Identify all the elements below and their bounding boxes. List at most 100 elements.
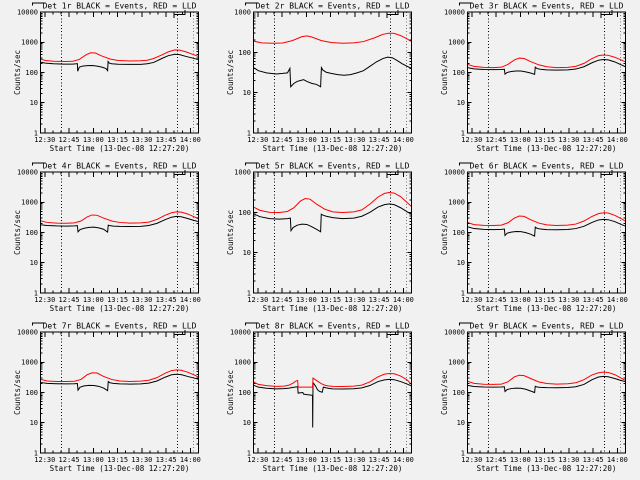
x-tick-label: 13:00 [509,456,530,464]
x-tick-label: 12:30 [248,136,269,144]
y-tick-label: 10 [456,419,464,427]
y-tick-label: 10 [30,99,38,107]
y-tick-label: 1 [247,449,251,457]
y-axis-label: Counts/sec [226,50,235,95]
x-tick-label: 13:00 [296,456,317,464]
x-tick-label: 13:30 [131,296,152,304]
x-tick-label: 12:30 [461,456,482,464]
x-tick-label: 12:30 [34,296,55,304]
x-tick-label: 12:30 [461,296,482,304]
panel-det-9r: 1 10 100 1000 10000 12:30 12:45 13:00 13:15 13:30… [427,320,640,480]
interval-marker-right [386,170,399,179]
x-tick-label: 12:45 [272,136,293,144]
y-tick-label: 10 [456,99,464,107]
series-lld-line [253,372,413,388]
x-tick-label: 12:45 [485,296,506,304]
y-axis-label: Counts/sec [226,370,235,415]
x-tick-label: 13:45 [582,136,603,144]
x-tick-label: 13:30 [131,456,152,464]
plot-title: Det 9r BLACK = Events, RED = LLD [469,322,623,331]
x-tick-label: 12:45 [59,136,80,144]
plot-title: Det 4r BLACK = Events, RED = LLD [43,162,197,171]
y-tick-label: 10 [243,419,251,427]
plot-det-6r: 1 10 100 1000 10000 12:30 12:45 13:00 13:15 13:30… [440,162,628,313]
x-tick-label: 12:45 [272,296,293,304]
panel-det-6r: 1 10 100 1000 10000 12:30 12:45 13:00 13:15 13:30… [427,160,640,320]
y-tick-label: 100 [25,229,38,237]
plot-title: Det 1r BLACK = Events, RED = LLD [43,2,197,11]
x-tick-label: 13:30 [558,456,579,464]
x-tick-label: 13:30 [131,136,152,144]
x-tick-label: 13:15 [320,456,341,464]
y-axis-label: Counts/sec [440,210,449,255]
x-tick-label: 12:30 [461,136,482,144]
plot-det-1r: 1 10 100 1000 10000 12:30 12:45 13:00 13:15 13:30… [13,2,201,153]
x-tick-label: 13:15 [107,136,128,144]
y-tick-label: 1 [460,449,464,457]
interval-marker-right [173,10,186,19]
plot-det-5r: 1 10 100 1000 12:30 12:45 13:00 13:15 13:30 13:45… [226,162,414,313]
x-tick-label: 13:30 [558,136,579,144]
series-lld-line [467,54,626,69]
x-tick-label: 14:00 [393,296,414,304]
y-tick-label: 1000 [234,359,251,367]
x-tick-label: 13:15 [534,296,555,304]
series-lld-line [466,212,626,227]
interval-marker-left [458,2,473,6]
plot-frame [253,11,413,134]
y-tick-label: 100 [452,389,465,397]
plot-frame [253,331,413,454]
interval-marker-left [31,162,46,166]
panel-det-1r: 1 10 100 1000 10000 12:30 12:45 13:00 13:15 13:30… [0,0,213,160]
series-events-line [40,53,199,73]
plot-title: Det 7r BLACK = Events, RED = LLD [43,322,197,331]
interval-marker-left [245,162,259,166]
plot-det-2r: 1 10 100 1000 12:30 12:45 13:00 13:15 13:30 13:45… [226,2,414,153]
x-axis-label: Start Time (13-Dec-08 12:27:20) [263,304,403,313]
x-axis-label: Start Time (13-Dec-08 12:27:20) [50,304,190,313]
y-tick-label: 10 [243,89,251,97]
interval-marker-right [600,170,613,179]
x-tick-label: 13:00 [83,296,104,304]
x-tick-label: 13:30 [345,456,366,464]
y-tick-label: 1000 [448,39,465,47]
plot-det-4r: 1 10 100 1000 10000 12:30 12:45 13:00 13:15 13:30… [13,162,201,313]
y-tick-label: 10000 [444,9,465,17]
y-tick-label: 10000 [17,9,38,17]
interval-marker-right [173,330,186,339]
x-axis-label: Start Time (13-Dec-08 12:27:20) [476,304,616,313]
y-tick-label: 10 [30,419,38,427]
plot-frame [39,171,199,294]
y-axis-label: Counts/sec [13,50,22,95]
y-tick-label: 100 [452,229,465,237]
x-tick-label: 13:45 [369,136,390,144]
plot-det-9r: 1 10 100 1000 10000 12:30 12:45 13:00 13:15 13:30… [440,322,628,473]
x-tick-label: 13:45 [369,456,390,464]
x-tick-label: 14:00 [607,456,628,464]
y-axis-label: Counts/sec [440,370,449,415]
x-tick-label: 13:45 [156,136,177,144]
y-tick-label: 100 [25,69,38,77]
y-tick-label: 1000 [21,39,38,47]
y-axis-label: Counts/sec [440,50,449,95]
x-tick-label: 13:45 [369,296,390,304]
x-tick-label: 13:00 [509,296,530,304]
y-tick-label: 100 [452,69,465,77]
x-tick-label: 14:00 [180,296,201,304]
interval-marker-right [600,330,613,339]
x-tick-label: 13:45 [156,456,177,464]
x-tick-label: 13:45 [582,456,603,464]
y-axis-label: Counts/sec [13,210,22,255]
y-tick-label: 1 [34,129,38,137]
x-tick-label: 13:15 [107,456,128,464]
x-tick-label: 12:45 [59,296,80,304]
y-tick-label: 10 [456,259,464,267]
series-events-line [253,56,413,88]
y-tick-label: 100 [239,209,252,217]
y-tick-label: 1000 [448,199,465,207]
y-axis-label: Counts/sec [13,370,22,415]
panel-det-5r: 1 10 100 1000 12:30 12:45 13:00 13:15 13:30 13:45… [213,160,426,320]
series-events-line [40,373,199,392]
interval-marker-left [458,322,473,326]
plot-frame [466,171,626,294]
